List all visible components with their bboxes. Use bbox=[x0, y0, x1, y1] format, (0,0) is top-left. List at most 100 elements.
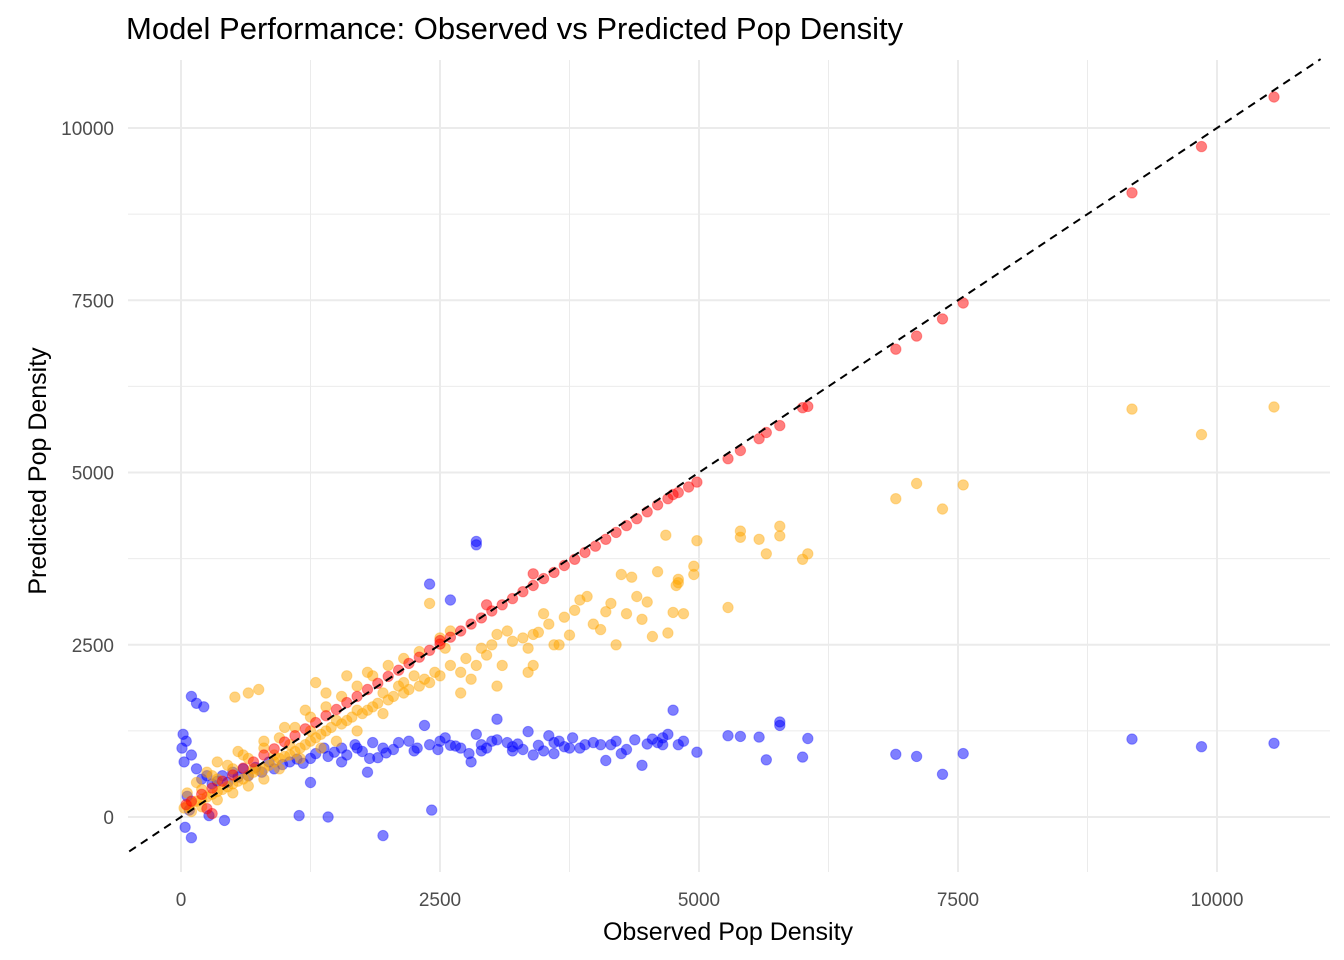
data-point bbox=[408, 670, 420, 682]
data-point bbox=[322, 811, 334, 823]
data-point bbox=[589, 540, 602, 552]
data-point bbox=[363, 752, 376, 765]
data-point bbox=[190, 763, 203, 775]
data-point bbox=[176, 742, 188, 754]
data-point bbox=[566, 732, 579, 744]
x-tick-label: 2500 bbox=[419, 890, 461, 911]
data-point bbox=[774, 719, 786, 732]
data-point bbox=[403, 657, 415, 670]
data-point bbox=[760, 548, 772, 560]
data-point bbox=[774, 530, 786, 542]
data-point bbox=[320, 687, 332, 699]
data-point bbox=[351, 725, 363, 737]
data-point bbox=[1195, 428, 1208, 441]
data-point bbox=[361, 683, 374, 696]
data-point bbox=[753, 533, 765, 545]
data-point bbox=[890, 343, 902, 355]
data-point bbox=[227, 769, 239, 781]
data-point bbox=[179, 821, 191, 833]
data-point bbox=[1126, 403, 1138, 415]
data-point bbox=[444, 739, 457, 751]
data-point bbox=[423, 597, 436, 610]
data-point bbox=[574, 594, 586, 606]
data-point bbox=[651, 566, 664, 578]
data-point bbox=[631, 590, 643, 603]
data-point bbox=[460, 652, 472, 665]
data-point bbox=[278, 736, 291, 748]
data-point bbox=[522, 725, 534, 738]
data-point bbox=[558, 611, 570, 623]
x-axis-title: Observed Pop Density bbox=[603, 918, 854, 946]
data-point bbox=[615, 568, 627, 581]
data-point bbox=[491, 680, 503, 692]
series-0-points bbox=[176, 535, 1280, 844]
data-point bbox=[465, 756, 477, 768]
data-point bbox=[310, 676, 322, 689]
data-point bbox=[563, 629, 576, 641]
data-point bbox=[273, 763, 286, 775]
data-point bbox=[517, 632, 529, 644]
data-point bbox=[600, 606, 612, 618]
x-tick-label: 0 bbox=[176, 890, 187, 911]
data-point bbox=[211, 794, 224, 806]
data-point bbox=[403, 735, 415, 747]
data-point bbox=[605, 739, 617, 751]
data-point bbox=[660, 529, 672, 541]
data-point bbox=[796, 553, 809, 565]
data-point bbox=[587, 618, 599, 630]
data-point bbox=[351, 680, 363, 692]
data-point bbox=[330, 703, 343, 716]
data-point bbox=[527, 628, 539, 641]
data-point bbox=[691, 535, 703, 547]
data-point bbox=[196, 788, 208, 800]
data-point bbox=[646, 630, 659, 643]
data-point bbox=[667, 704, 679, 716]
data-point bbox=[936, 503, 949, 515]
data-point bbox=[957, 479, 969, 491]
data-point bbox=[548, 639, 560, 651]
data-point bbox=[543, 618, 555, 630]
data-point bbox=[201, 766, 213, 778]
data-point bbox=[670, 579, 682, 592]
data-point bbox=[444, 659, 457, 672]
data-point bbox=[423, 578, 436, 590]
data-point bbox=[480, 599, 493, 611]
data-point bbox=[398, 676, 410, 689]
data-point bbox=[221, 759, 234, 771]
data-point bbox=[491, 713, 503, 725]
data-point bbox=[341, 670, 353, 682]
data-point bbox=[335, 756, 348, 768]
data-point bbox=[646, 733, 659, 745]
data-point bbox=[722, 730, 734, 742]
data-point bbox=[496, 659, 508, 672]
data-point bbox=[910, 750, 923, 763]
data-point bbox=[330, 735, 343, 747]
data-point bbox=[667, 606, 679, 619]
data-point bbox=[185, 749, 198, 761]
data-point bbox=[1268, 91, 1280, 103]
data-point bbox=[636, 613, 648, 625]
data-point bbox=[517, 586, 529, 598]
data-point bbox=[774, 419, 786, 432]
data-point bbox=[501, 736, 513, 749]
data-point bbox=[688, 568, 700, 581]
data-point bbox=[486, 639, 498, 651]
data-point bbox=[1195, 741, 1208, 753]
data-point bbox=[957, 747, 969, 760]
data-point bbox=[361, 766, 374, 778]
data-point bbox=[691, 746, 703, 758]
data-point bbox=[382, 670, 394, 683]
data-point bbox=[574, 742, 586, 754]
data-point bbox=[185, 832, 198, 844]
data-point bbox=[501, 625, 513, 637]
chart-title: Model Performance: Observed vs Predicted… bbox=[126, 11, 904, 46]
data-points bbox=[176, 91, 1280, 844]
data-point bbox=[372, 677, 384, 689]
data-point bbox=[1268, 737, 1280, 749]
data-point bbox=[315, 742, 327, 754]
data-point bbox=[392, 664, 405, 676]
data-point bbox=[629, 734, 641, 746]
data-point bbox=[641, 596, 653, 608]
y-axis-ticks: 0 2500 5000 7500 10000 bbox=[61, 119, 114, 829]
data-point bbox=[247, 756, 260, 768]
